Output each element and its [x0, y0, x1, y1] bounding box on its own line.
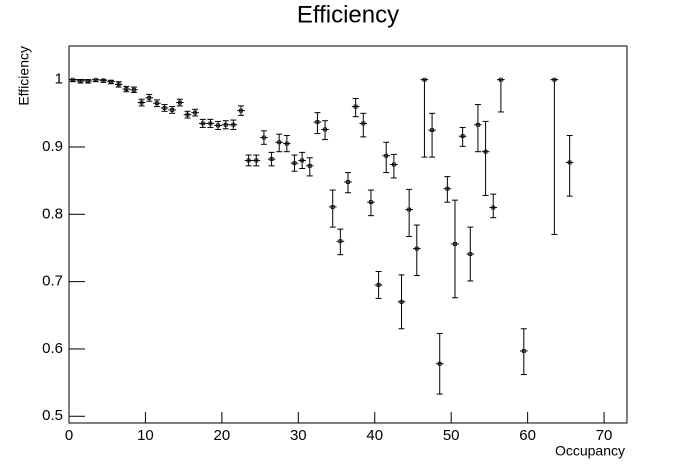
marker	[369, 200, 373, 205]
y-tick-label: 0.9	[42, 138, 63, 155]
x-tick-label: 60	[519, 427, 536, 444]
marker	[277, 140, 282, 145]
marker	[93, 77, 98, 82]
marker	[254, 158, 259, 163]
marker	[491, 205, 496, 210]
marker	[124, 87, 129, 91]
x-tick-label: 40	[366, 427, 383, 444]
marker	[78, 79, 83, 83]
marker	[338, 239, 343, 244]
marker	[193, 110, 198, 115]
marker	[422, 77, 427, 82]
marker	[239, 108, 243, 113]
marker	[269, 157, 274, 162]
marker	[170, 108, 175, 112]
marker	[430, 128, 434, 133]
y-tick-label: 1	[55, 71, 63, 88]
marker	[552, 77, 557, 82]
marker	[521, 349, 526, 353]
marker	[246, 158, 251, 163]
marker	[407, 207, 412, 212]
marker	[414, 246, 419, 251]
marker	[353, 104, 358, 109]
x-tick-label: 0	[65, 427, 73, 444]
y-tick-label: 0.5	[42, 407, 63, 424]
marker	[139, 100, 144, 105]
marker	[346, 180, 350, 184]
x-tick-label: 30	[290, 427, 307, 444]
marker	[307, 163, 312, 168]
marker	[231, 122, 236, 127]
marker	[476, 122, 480, 127]
marker	[155, 101, 159, 106]
marker	[208, 121, 213, 126]
marker	[262, 135, 266, 140]
marker	[132, 87, 136, 92]
marker	[453, 242, 457, 246]
marker	[361, 121, 366, 126]
marker	[468, 252, 473, 256]
marker	[223, 122, 228, 127]
marker	[86, 79, 91, 83]
marker	[376, 283, 381, 287]
marker	[384, 153, 389, 158]
y-tick-label: 0.8	[42, 205, 63, 222]
marker	[391, 162, 396, 167]
marker	[315, 120, 320, 124]
marker	[498, 77, 503, 82]
marker	[147, 95, 152, 100]
x-tick-label: 20	[214, 427, 231, 444]
y-axis-label: Efficiency	[16, 46, 32, 106]
marker	[70, 77, 75, 82]
x-axis-label: Occupancy	[555, 443, 625, 459]
marker	[300, 158, 305, 163]
marker	[483, 149, 488, 154]
marker	[185, 112, 190, 117]
marker	[116, 82, 121, 87]
marker	[330, 204, 335, 209]
marker	[101, 78, 106, 83]
marker	[216, 123, 220, 128]
marker	[109, 79, 113, 84]
marker	[292, 161, 297, 166]
marker	[445, 186, 450, 191]
x-tick-label: 50	[443, 427, 460, 444]
marker	[284, 141, 289, 146]
plot-frame	[68, 45, 628, 424]
x-tick-label: 10	[137, 427, 154, 444]
marker	[177, 100, 182, 105]
marker	[460, 134, 465, 139]
chart-title: Efficiency	[297, 1, 399, 28]
x-tick-label: 70	[596, 427, 613, 444]
y-tick-label: 0.6	[42, 340, 63, 357]
marker	[162, 106, 167, 110]
y-tick-label: 0.7	[42, 273, 63, 290]
marker	[567, 160, 572, 165]
marker	[399, 299, 404, 304]
marker	[323, 127, 327, 132]
marker	[437, 361, 442, 366]
marker	[200, 121, 205, 126]
